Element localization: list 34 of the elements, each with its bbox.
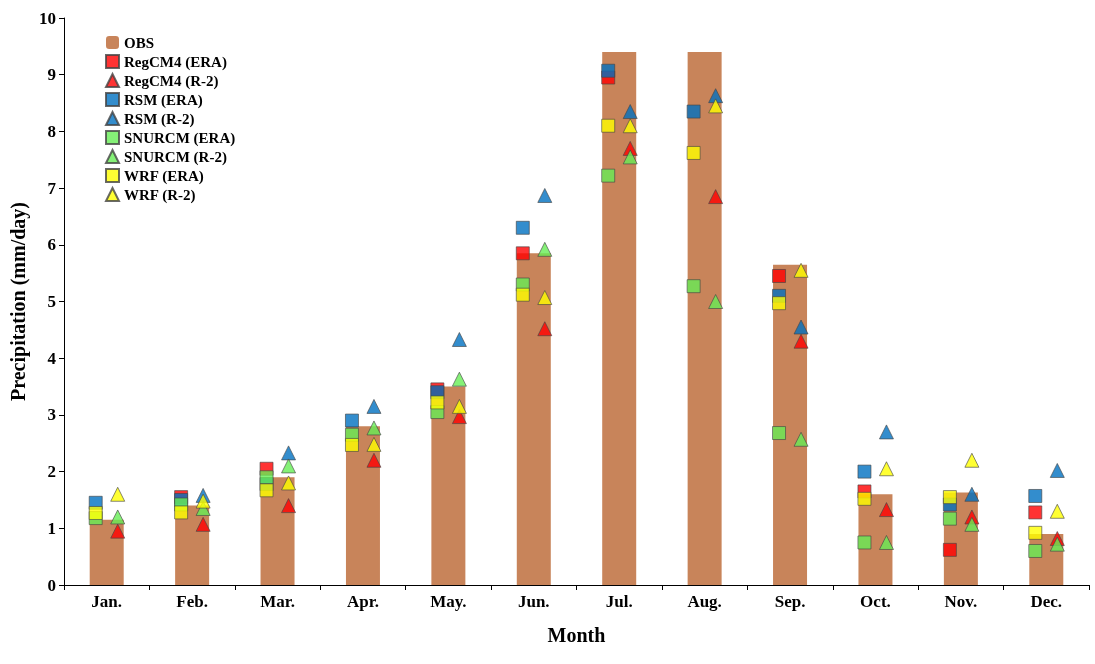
y-tick-label: 7	[47, 178, 57, 198]
y-tick-label: 9	[47, 65, 56, 85]
legend-label: SNURCM (R-2)	[124, 148, 227, 166]
x-tick-label: Mar.	[260, 592, 295, 611]
legend-label: RegCM4 (ERA)	[124, 53, 227, 71]
x-tick-label: Dec.	[1030, 592, 1063, 611]
x-tick-label: Jul.	[605, 592, 633, 611]
x-tick-label: Feb.	[176, 592, 208, 611]
y-tick-label: 6	[47, 235, 56, 255]
x-tick-label: Aug.	[687, 592, 722, 611]
y-axis-title: Precipitation (mm/day)	[7, 201, 30, 402]
y-tick-label: 10	[39, 8, 56, 28]
x-tick-label: Jan.	[91, 592, 123, 611]
y-tick-label: 1	[47, 518, 56, 538]
legend-label: RSM (ERA)	[124, 91, 203, 109]
legend-label: WRF (ERA)	[124, 167, 204, 185]
y-tick-label: 2	[47, 462, 56, 482]
x-axis-title: Month	[547, 624, 606, 646]
x-tick-label: May.	[430, 592, 467, 611]
legend-label: RegCM4 (R-2)	[124, 72, 219, 90]
legend-label: OBS	[124, 34, 155, 51]
x-tick-label: Jun.	[517, 592, 550, 611]
x-tick-label: Apr.	[346, 592, 379, 611]
legend-label: SNURCM (ERA)	[124, 129, 236, 147]
x-tick-label: Sep.	[774, 592, 806, 611]
y-tick-label: 8	[47, 121, 56, 141]
x-tick-label: Oct.	[860, 592, 891, 611]
y-tick-label: 3	[47, 405, 56, 425]
y-tick-label: 4	[47, 348, 57, 368]
legend-label: RSM (R-2)	[124, 110, 195, 128]
y-tick-label: 0	[47, 575, 56, 595]
x-tick-label: Nov.	[944, 592, 978, 611]
legend-label: WRF (R-2)	[124, 186, 196, 204]
y-tick-label: 5	[47, 292, 56, 311]
